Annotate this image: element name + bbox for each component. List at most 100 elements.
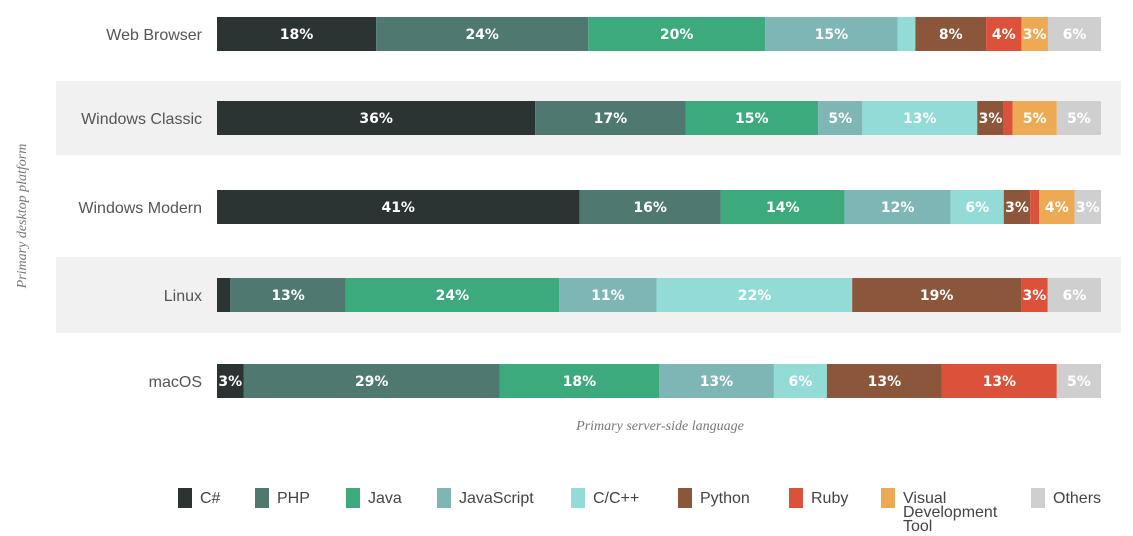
legend-label: JavaScript (459, 490, 534, 507)
legend-label: Ruby (811, 490, 848, 507)
legend-item: C# (178, 488, 221, 508)
bar-segment (345, 278, 560, 312)
data-label: 11% (591, 288, 625, 304)
data-label: 6% (1062, 288, 1086, 304)
bar-segment (230, 278, 346, 312)
category-label: Windows Modern (78, 200, 202, 217)
legend-swatch (178, 488, 192, 508)
legend-swatch (571, 488, 585, 508)
bar-segment (217, 17, 377, 51)
legend-item: PHP (255, 488, 310, 508)
data-label: 5% (1067, 111, 1091, 127)
data-label: 18% (563, 374, 597, 390)
legend-label: Others (1053, 490, 1101, 507)
bar-segment (915, 17, 987, 51)
bar-segment (818, 101, 863, 135)
data-label: 15% (735, 111, 769, 127)
data-label: 22% (738, 288, 772, 304)
legend-swatch (1031, 488, 1045, 508)
bar-segment (659, 364, 774, 398)
bar-segment (217, 101, 536, 135)
bar-segment (1047, 278, 1101, 312)
data-label: 8% (939, 27, 963, 43)
legend-swatch (255, 488, 269, 508)
bar-segment (1003, 190, 1031, 224)
legend-item: Java (346, 488, 402, 508)
legend-swatch (881, 488, 895, 508)
data-label: 15% (815, 27, 849, 43)
category-labels: Web Browser Windows Classic Windows Modern… (78, 27, 202, 391)
category-label: Linux (164, 288, 202, 305)
bar-segment (685, 101, 819, 135)
bar-segment (579, 190, 721, 224)
data-label: 3% (1005, 200, 1029, 216)
legend-label: Java (368, 490, 402, 507)
bar-segment (1074, 190, 1101, 224)
data-label: 3% (979, 111, 1003, 127)
bar-segment (588, 17, 766, 51)
bar-segment (559, 278, 657, 312)
data-label: 20% (660, 27, 694, 43)
bar-segment (217, 190, 580, 224)
bar-segment (941, 364, 1057, 398)
bars (217, 17, 1101, 398)
legend-label: Visual Development Tool (903, 490, 998, 535)
bar-segment (217, 278, 231, 312)
data-label: 4% (1045, 200, 1069, 216)
bar-segment (1047, 17, 1101, 51)
bar-segment (1012, 101, 1057, 135)
legend-item: JavaScript (437, 488, 534, 508)
category-label: Windows Classic (81, 111, 202, 128)
data-label: 6% (789, 374, 813, 390)
data-label: 13% (983, 374, 1017, 390)
data-label: 12% (881, 200, 915, 216)
bar-segment (826, 364, 942, 398)
bar-segment (1056, 101, 1101, 135)
data-label: 36% (359, 111, 393, 127)
data-label: 29% (355, 374, 389, 390)
legend-label-line: Development (903, 504, 998, 521)
legend-item: C/C++ (571, 488, 639, 508)
bar-segment (1021, 278, 1048, 312)
bar-segment (765, 17, 898, 51)
data-label: 41% (381, 200, 415, 216)
data-label: 16% (633, 200, 667, 216)
data-label: 17% (594, 111, 628, 127)
data-label: 14% (766, 200, 800, 216)
bar-segment (977, 101, 1004, 135)
data-label: 3% (1023, 27, 1047, 43)
legend: C# PHP Java JavaScript C/C++ Python Ruby Visual… (178, 488, 1101, 535)
category-label: macOS (149, 374, 202, 391)
legend-swatch (346, 488, 360, 508)
legend-label: PHP (277, 490, 310, 507)
legend-item: Visual Development Tool (881, 488, 998, 535)
bar-segment (720, 190, 845, 224)
legend-label: C# (200, 490, 221, 507)
y-axis-title: Primary desktop platform (15, 144, 30, 290)
legend-swatch (678, 488, 692, 508)
legend-label-line: Tool (903, 518, 932, 535)
data-label: 24% (465, 27, 499, 43)
bar-segment (773, 364, 827, 398)
bar-segment (844, 190, 951, 224)
bar-segment (1003, 101, 1013, 135)
bar-segment (243, 364, 500, 398)
bar-segment (656, 278, 853, 312)
data-label: 6% (1063, 27, 1087, 43)
bar-segment (950, 190, 1004, 224)
legend-label: Python (700, 490, 750, 507)
legend-swatch (789, 488, 803, 508)
bar-segment (376, 17, 589, 51)
data-labels: 18% 24% 20% 15% 8% 4% 3% 6% 36% 17% 15% 5% 13% 3% 5% 5%… (218, 27, 1099, 390)
bar-segment (217, 364, 244, 398)
x-axis-title: Primary server-side language (575, 419, 744, 434)
data-label: 19% (920, 288, 954, 304)
legend-label-line: Visual (903, 490, 946, 507)
legend-item: Others (1031, 488, 1101, 508)
bar-segment (862, 101, 978, 135)
data-label: 13% (271, 288, 305, 304)
bar-segment (1039, 190, 1075, 224)
data-label: 5% (1023, 111, 1047, 127)
data-label: 4% (992, 27, 1016, 43)
